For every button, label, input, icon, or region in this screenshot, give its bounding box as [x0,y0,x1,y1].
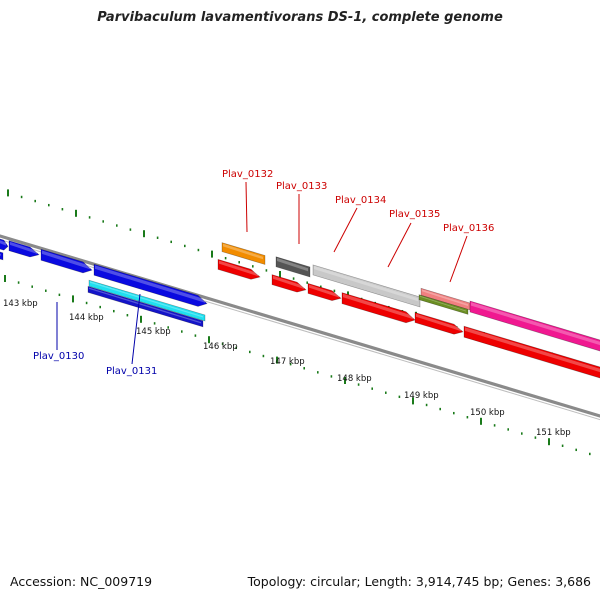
gene-red-2[interactable] [271,274,307,293]
gene-plav0133-gray-highlight [277,258,308,272]
gene-blue-2-highlight [10,241,37,254]
gene-label: Plav_0131 [106,366,157,377]
gene-red-4-highlight [343,293,413,320]
leader-line [131,293,141,365]
gene-blue-3[interactable] [40,248,93,274]
gene-red-2-highlight [273,275,304,289]
gene-red-5-highlight [416,313,461,332]
gene-plav0132-orange[interactable] [221,242,266,265]
gene-plav0131-blue-highlight [89,287,201,324]
gene-red-3[interactable] [307,282,342,301]
gene-label: Plav_0134 [335,195,386,206]
gene-label: Plav_0136 [443,223,494,234]
gene-blue-4-highlight [95,265,205,303]
gene-red-4[interactable] [341,292,416,324]
gene-plav0131-cyan[interactable] [88,279,206,322]
gene-plav0131-cyan-highlight [90,281,203,318]
gene-red-1-highlight [219,260,258,277]
kbp-label: 149 kbp [404,391,439,401]
leader-line [449,235,468,283]
gene-plav0135-salmon-highlight [422,289,468,306]
kbp-label: 148 kbp [337,374,372,384]
kbp-label: 147 kbp [270,357,305,367]
inner-tick-ring [4,275,591,456]
gene-red-6[interactable] [463,325,600,379]
gene-plav0134-silver-highlight [314,266,418,302]
kbp-label: 144 kbp [69,313,104,323]
gene-label: Plav_0132 [222,169,273,180]
kbp-label: 146 kbp [203,342,238,352]
gene-plav0135-olive[interactable] [418,294,469,315]
kbp-label: 151 kbp [536,428,571,438]
backbone-inner-line [0,239,600,421]
gene-blue-4[interactable] [93,263,208,307]
kbp-label: 150 kbp [470,408,505,418]
gene-plav0134-silver[interactable] [312,264,421,308]
gene-plav0132-orange-highlight [223,243,263,260]
gene-plav0136-pink[interactable] [469,300,600,354]
gene-label: Plav_0135 [389,209,440,220]
accession-text: Accession: NC_009719 [10,574,153,589]
gene-plav0136-pink-highlight [471,302,600,346]
label-leader-lines [56,181,468,365]
gene-red-6-highlight [465,327,600,373]
gene-blue-3-highlight [42,250,90,270]
gene-blue-1[interactable] [0,237,9,251]
gene-red-5[interactable] [414,312,464,335]
leader-line [387,222,412,268]
gene-red-1[interactable] [217,258,261,280]
gene-blue-strip[interactable] [0,250,4,261]
gene-plav0133-gray[interactable] [275,256,311,278]
gene-label: Plav_0130 [33,351,84,362]
kbp-label: 143 kbp [3,299,38,309]
gene-blue-2[interactable] [8,240,40,258]
kbp-scale-labels: 143 kbp 144 kbp 145 kbp 146 kbp 147 kbp 148 k… [3,299,571,438]
leader-line [245,181,248,233]
gene-plav0135-olive-highlight [420,295,466,312]
genome-title: Parvibaculum lavamentivorans DS-1, compl… [97,10,503,25]
gene-plav0131-blue[interactable] [87,285,204,328]
gene-features[interactable] [0,237,600,379]
gene-red-3-highlight [309,284,339,298]
gene-label: Plav_0133 [276,181,327,192]
leader-line [333,207,358,253]
topology-stats: Topology: circular; Length: 3,914,745 bp… [247,574,591,589]
genome-backbone [0,234,600,421]
gene-blue-strip-highlight [0,253,1,256]
kbp-label: 145 kbp [136,327,171,337]
backbone-outer-line [0,234,600,418]
gene-blue-1-highlight [0,240,6,246]
